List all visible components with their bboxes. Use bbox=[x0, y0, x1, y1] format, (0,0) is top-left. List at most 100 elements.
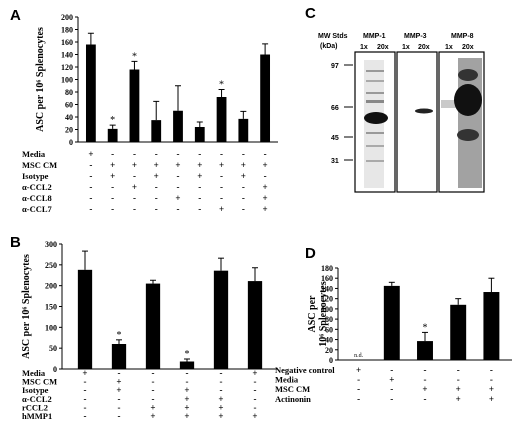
bar bbox=[483, 292, 500, 360]
blot-membrane-mmp1 bbox=[354, 51, 396, 193]
condition-label: Isotype bbox=[22, 385, 49, 395]
y-tick-label: 40 bbox=[65, 113, 73, 122]
condition-label: hMMP1 bbox=[22, 411, 52, 421]
condition-mark: - bbox=[133, 149, 136, 159]
chart-panel-b: 0 50 100 150 200 250 300 ASC per 10⁶ Splenocyte… bbox=[21, 240, 278, 421]
condition-label: α-CCL2 bbox=[22, 394, 52, 404]
condition-mark: - bbox=[254, 402, 257, 412]
condition-mark: + bbox=[175, 193, 180, 203]
condition-label: α-CCL7 bbox=[22, 204, 53, 214]
condition-mark: + bbox=[184, 394, 189, 404]
condition-mark: - bbox=[424, 375, 427, 385]
condition-mark: - bbox=[220, 193, 223, 203]
bar bbox=[238, 118, 249, 142]
condition-mark: + bbox=[219, 160, 224, 170]
condition-mark: + bbox=[132, 182, 137, 192]
condition-label: α-CCL8 bbox=[22, 193, 52, 203]
condition-mark: + bbox=[241, 171, 246, 181]
condition-mark: - bbox=[220, 377, 223, 387]
mw-marker-97: 97 bbox=[331, 63, 339, 70]
condition-mark: + bbox=[218, 394, 223, 404]
y-tick-label: 150 bbox=[45, 303, 57, 312]
condition-mark: - bbox=[264, 149, 267, 159]
y-tick-label: 180 bbox=[321, 264, 333, 273]
condition-mark: - bbox=[264, 171, 267, 181]
condition-mark: + bbox=[219, 204, 224, 214]
y-tick-label: 180 bbox=[61, 26, 73, 35]
condition-label: Isotype bbox=[22, 171, 49, 181]
condition-mark: - bbox=[490, 375, 493, 385]
condition-mark: - bbox=[357, 375, 360, 385]
condition-mark: + bbox=[389, 375, 394, 385]
y-tick-label: 100 bbox=[321, 305, 333, 314]
condition-mark: - bbox=[155, 149, 158, 159]
condition-mark: + bbox=[252, 411, 257, 421]
not-detected-label: n.d. bbox=[354, 353, 364, 359]
y-tick-label: 160 bbox=[321, 274, 333, 283]
y-tick-label: 100 bbox=[61, 76, 73, 85]
condition-mark: + bbox=[132, 160, 137, 170]
condition-mark: - bbox=[177, 204, 180, 214]
bar bbox=[194, 127, 205, 142]
y-tick-label: 0 bbox=[53, 365, 57, 374]
bar bbox=[417, 341, 433, 360]
condition-mark: - bbox=[84, 394, 87, 404]
significance-star: * bbox=[423, 322, 428, 333]
condition-mark: - bbox=[457, 365, 460, 375]
condition-mark: + bbox=[150, 402, 155, 412]
condition-label: MSC CM bbox=[275, 384, 310, 394]
condition-mark: - bbox=[424, 365, 427, 375]
condition-mark: - bbox=[198, 182, 201, 192]
y-tick-label: 140 bbox=[321, 284, 333, 293]
mw-standards-title: MW Stds bbox=[318, 33, 348, 40]
condition-mark: + bbox=[184, 385, 189, 395]
condition-mark: + bbox=[184, 402, 189, 412]
condition-mark: - bbox=[177, 149, 180, 159]
panel-letter-c: C bbox=[305, 5, 316, 22]
y-tick-label: 140 bbox=[61, 51, 73, 60]
condition-mark: - bbox=[242, 193, 245, 203]
y-tick-label: 120 bbox=[321, 295, 333, 304]
condition-label: Media bbox=[22, 368, 46, 378]
condition-mark: - bbox=[118, 411, 121, 421]
condition-mark: - bbox=[424, 394, 427, 404]
condition-mark: - bbox=[198, 204, 201, 214]
condition-mark: + bbox=[110, 160, 115, 170]
condition-mark: - bbox=[111, 193, 114, 203]
condition-mark: - bbox=[254, 385, 257, 395]
condition-mark: - bbox=[177, 182, 180, 192]
condition-mark: - bbox=[242, 149, 245, 159]
condition-mark: - bbox=[133, 171, 136, 181]
y-axis-label-line1: ASC per bbox=[307, 295, 318, 333]
condition-mark: + bbox=[110, 171, 115, 181]
condition-label: MSC CM bbox=[22, 160, 57, 170]
western-blot-panel: MW Stds (kDa) 97 66 45 31 MMP-1 1x 20x M… bbox=[318, 33, 485, 193]
mw-marker-45: 45 bbox=[331, 135, 339, 142]
y-axis-label: ASC per 10⁶ Splenocytes bbox=[21, 254, 32, 359]
blot-membrane-mmp8 bbox=[438, 51, 485, 193]
condition-mark: + bbox=[82, 368, 87, 378]
significance-star: * bbox=[185, 349, 190, 360]
significance-star: * bbox=[117, 330, 122, 341]
condition-mark: - bbox=[111, 204, 114, 214]
lane-mmp8-dilution-1x: 1x bbox=[445, 44, 453, 51]
condition-mark: - bbox=[220, 182, 223, 192]
condition-mark: - bbox=[254, 377, 257, 387]
condition-mark: - bbox=[390, 384, 393, 394]
condition-mark: - bbox=[357, 394, 360, 404]
condition-mark: - bbox=[457, 375, 460, 385]
condition-mark: + bbox=[489, 384, 494, 394]
bar bbox=[179, 361, 195, 369]
y-tick-label: 0 bbox=[69, 138, 73, 147]
lane-mmp1-dilution-1x: 1x bbox=[360, 44, 368, 51]
condition-mark: + bbox=[252, 368, 257, 378]
bar bbox=[247, 281, 263, 369]
condition-mark: + bbox=[263, 160, 268, 170]
y-tick-label: 0 bbox=[329, 356, 333, 365]
bar bbox=[145, 283, 161, 369]
lane-label-mmp3: MMP-3 bbox=[404, 33, 427, 40]
y-tick-label: 60 bbox=[325, 325, 333, 334]
lane-mmp1-dilution-20x: 20x bbox=[377, 44, 389, 51]
condition-mark: + bbox=[456, 394, 461, 404]
